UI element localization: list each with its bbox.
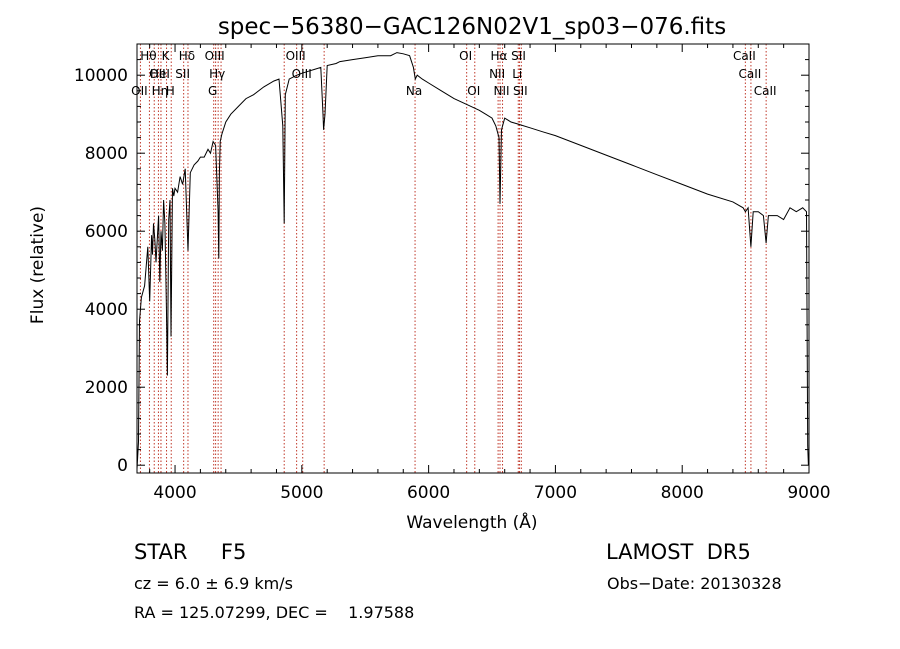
observation-date: Obs−Date: 20130328: [607, 574, 782, 593]
x-axis-label: Wavelength (Å): [406, 511, 537, 533]
line-marker-label: OI: [459, 49, 472, 63]
chart-title: spec−56380−GAC126N02V1_sp03−076.fits: [218, 14, 726, 40]
x-axis-ticks: 4000 5000 6000 7000 8000 9000: [149, 44, 831, 503]
y-tick-label: 6000: [85, 222, 128, 242]
spectrum-line: [136, 52, 809, 470]
x-tick-label: 6000: [407, 483, 450, 503]
line-marker-label: G: [208, 84, 217, 98]
line-markers: [139, 44, 767, 473]
y-tick-label: 8000: [85, 144, 128, 164]
line-marker-label: OIII: [205, 49, 225, 63]
line-marker-label: Hθ: [140, 49, 156, 63]
line-marker-label: CaII: [733, 49, 756, 63]
x-tick-label: 9000: [787, 483, 830, 503]
line-marker-label: H: [166, 84, 175, 98]
line-marker-label: Hα: [491, 49, 508, 63]
coordinates: RA = 125.07299, DEC = 1.97588: [134, 603, 415, 622]
line-marker-label: Li: [512, 67, 522, 81]
line-marker-label: K: [162, 49, 171, 63]
line-marker-label: Na: [406, 84, 422, 98]
y-tick-label: 2000: [85, 378, 128, 398]
line-marker-label: SII: [511, 49, 526, 63]
line-marker-label: CaII: [754, 84, 777, 98]
x-tick-label: 8000: [661, 483, 704, 503]
line-marker-label: HeI: [150, 67, 170, 81]
line-marker-label: OII: [149, 67, 166, 81]
line-marker-label: SII: [175, 67, 190, 81]
line-marker-label: SII: [513, 84, 528, 98]
y-axis-label: Flux (relative): [28, 206, 48, 324]
line-marker-label: Hγ: [209, 67, 225, 81]
plot-frame: [136, 43, 810, 474]
object-class: STAR F5: [134, 540, 247, 564]
line-marker-label: NII: [494, 84, 510, 98]
y-tick-label: 10000: [74, 66, 128, 86]
y-axis-ticks: 0 2000 4000 6000 8000 10000: [74, 43, 809, 476]
line-marker-label: NII: [489, 67, 505, 81]
y-tick-label: 4000: [85, 300, 128, 320]
survey-name: LAMOST DR5: [606, 540, 751, 564]
line-marker-label: OIII: [292, 67, 312, 81]
line-marker-label: Hη: [152, 84, 169, 98]
line-marker-label: Hδ: [179, 49, 195, 63]
x-tick-label: 5000: [280, 483, 323, 503]
x-tick-label: 4000: [153, 483, 196, 503]
line-marker-label: OIII: [286, 49, 306, 63]
redshift-value: cz = 6.0 ± 6.9 km/s: [134, 574, 293, 593]
line-marker-label: OI: [467, 84, 480, 98]
line-marker-label: CaII: [739, 67, 762, 81]
x-tick-label: 7000: [534, 483, 577, 503]
y-tick-label: 0: [117, 456, 128, 476]
